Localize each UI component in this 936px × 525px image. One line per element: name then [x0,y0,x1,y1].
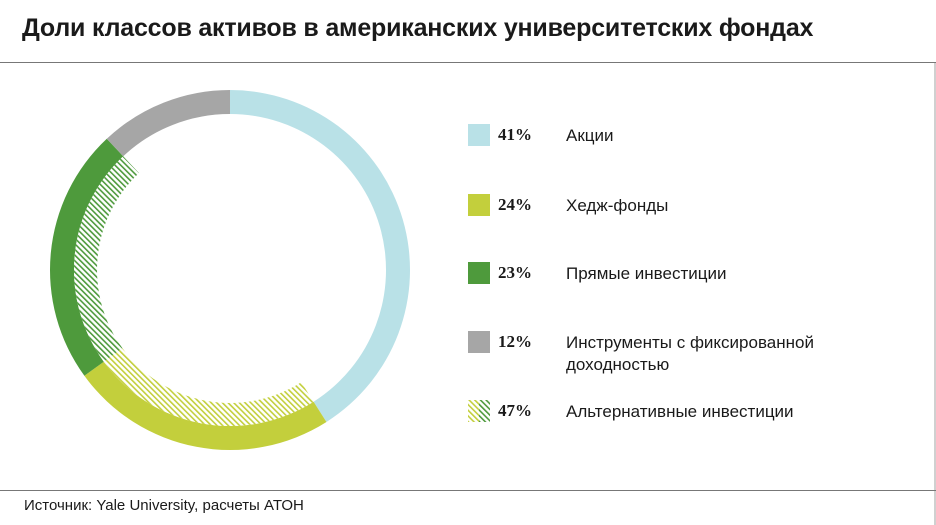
legend-swatch-fixed-income [468,331,490,353]
inner-ring [74,156,314,426]
donut-chart [50,90,411,450]
frame-edge [934,62,936,525]
legend-label-alternative: Альтернативные инвестиции [566,402,794,421]
legend-pct-alternative: 47% [498,401,532,420]
legend-pct-fixed-income: 12% [498,332,532,351]
source-note: Источник: Yale University, расчеты АТОН [24,497,304,514]
donut-slice-3 [50,138,124,376]
legend-label-private-equity: Прямые инвестиции [566,264,727,283]
legend-swatch-equities [468,124,490,146]
title-divider [0,62,936,63]
outer-ring [50,90,411,450]
legend-item-fixed-income: 12% Инструменты с фиксированной доходнос… [468,331,928,375]
legend-item-equities: 41% Акции [468,124,928,168]
legend-item-private-equity: 23% Прямые инвестиции [468,262,928,306]
donut-slice-4 [106,90,230,157]
legend-pct-hedge-funds: 24% [498,195,532,214]
legend-item-alternative: 47% Альтернативные инвестиции [468,400,928,444]
footer-divider [0,490,936,491]
donut-slice-1 [230,90,411,422]
inner-ring-slice-1 [103,348,314,426]
donut-slice-2 [84,361,327,450]
chart-title: Доли классов активов в американских унив… [22,14,814,42]
legend-swatch-alternative [468,400,490,422]
legend-pct-equities: 41% [498,125,532,144]
legend-item-hedge-funds: 24% Хедж-фонды [468,194,928,238]
legend-swatch-hedge-funds [468,194,490,216]
legend-label-hedge-funds: Хедж-фонды [566,196,669,215]
legend-pct-private-equity: 23% [498,263,532,282]
inner-ring-slice-2 [74,156,139,362]
legend-swatch-private-equity [468,262,490,284]
legend-label-equities: Акции [566,126,614,145]
legend-label-fixed-income: Инструменты с фиксированной доходностью [566,333,814,374]
